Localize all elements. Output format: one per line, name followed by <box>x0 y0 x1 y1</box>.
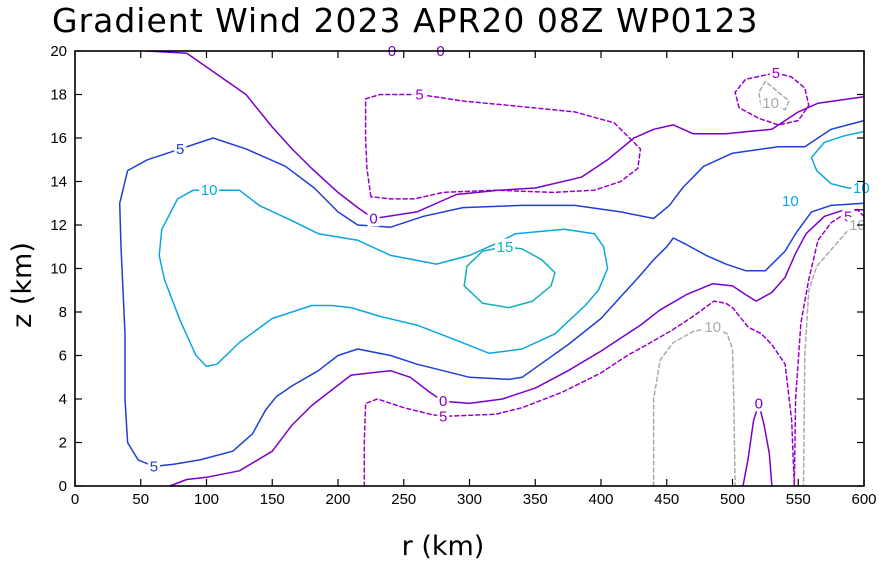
x-tick-label: 600 <box>851 491 876 508</box>
contour-label-level-0: 0 <box>369 210 377 227</box>
x-axis-label: r (km) <box>402 531 485 561</box>
contour-line-level-10-2 <box>810 130 865 189</box>
contour-line-level-5-5 <box>153 202 865 468</box>
contour-label-level--5: 5 <box>772 65 780 82</box>
x-tick-label: 0 <box>71 491 79 508</box>
y-tick-label: 20 <box>50 43 67 60</box>
contour-label-bg <box>147 458 160 475</box>
contour-label-bg <box>199 182 220 199</box>
contour-label-level--5: 5 <box>415 87 423 104</box>
x-tick-label: 400 <box>588 491 613 508</box>
y-axis-label: z (km) <box>7 242 38 328</box>
contour-label-bg <box>752 395 765 412</box>
contour-line-level-5-4 <box>179 119 865 228</box>
contour-label-bg <box>437 393 450 410</box>
y-tick-label: 14 <box>50 174 67 191</box>
x-tick-label: 450 <box>654 491 679 508</box>
contour-label-level-10: 10 <box>201 182 218 199</box>
x-tick-label: 500 <box>720 491 745 508</box>
contour-line-level--10-16 <box>758 80 790 111</box>
y-tick-label: 16 <box>50 130 67 147</box>
y-tick-label: 6 <box>59 348 67 365</box>
contour-line-level-15-0 <box>463 245 556 309</box>
contour-label-bg <box>413 86 426 103</box>
contour-label-bg <box>367 210 380 227</box>
y-tick-label: 18 <box>50 87 67 104</box>
x-tick-label: 300 <box>457 491 482 508</box>
x-tick-label: 50 <box>132 491 149 508</box>
y-tick-label: 4 <box>59 391 67 408</box>
x-tick-label: 200 <box>325 491 350 508</box>
x-tick-label: 250 <box>391 491 416 508</box>
contour-label-bg <box>174 140 187 157</box>
contour-label-level-10: 10 <box>782 193 799 210</box>
axis-tick-layer: 0 50 100 150 200 250 300 350 400 450 500 550 6000246… <box>50 43 876 508</box>
plot-frame <box>74 50 865 487</box>
contour-label-bg <box>780 193 801 210</box>
contour-label-level--5: 5 <box>844 208 852 225</box>
contour-label-level-10: 10 <box>853 180 870 197</box>
contour-line-level--10-17 <box>652 326 736 487</box>
contour-line-level--5-14 <box>363 300 796 487</box>
y-tick-label: 10 <box>50 261 67 278</box>
x-tick-label: 550 <box>786 491 811 508</box>
contour-label-level-15: 15 <box>497 239 514 256</box>
x-tick-label: 150 <box>260 491 285 508</box>
contour-label-level-0: 0 <box>755 395 763 412</box>
contour-label-bg <box>702 319 723 336</box>
contour-label-bg <box>437 408 450 425</box>
contour-label-bg <box>495 238 516 255</box>
contour-line-level-5-6 <box>118 148 181 468</box>
contour-label-level-5: 5 <box>176 141 184 158</box>
contour-line-level--10-18 <box>802 217 865 487</box>
contour-line-level-0-7 <box>146 50 865 220</box>
contour-label-layer: 15101010555000005555101010 <box>147 43 872 475</box>
contour-label-level--10: 10 <box>704 319 721 336</box>
contour-line-level-0-9 <box>742 402 773 487</box>
x-tick-label: 350 <box>523 491 548 508</box>
y-tick-label: 12 <box>50 217 67 234</box>
contour-label-level-0: 0 <box>439 393 447 410</box>
contour-line-level--5-13 <box>734 72 810 126</box>
contour-label-level-5: 5 <box>150 458 158 475</box>
contour-label-bg <box>760 95 781 112</box>
contour-label-level--10: 10 <box>762 95 779 112</box>
contour-line-level-10-1 <box>158 189 609 368</box>
contour-line-level-0-8 <box>168 209 865 487</box>
y-tick-label: 8 <box>59 304 67 321</box>
x-tick-label: 100 <box>194 491 219 508</box>
contour-label-bg <box>769 64 782 81</box>
contour-label-level--5: 5 <box>439 408 447 425</box>
chart-title: Gradient Wind 2023 APR20 08Z WP0123 <box>52 1 759 40</box>
y-tick-label: 2 <box>59 435 67 452</box>
contour-layer <box>118 50 865 487</box>
contour-label-bg <box>851 180 872 197</box>
y-tick-label: 0 <box>59 478 67 495</box>
contour-line-level--5-12 <box>364 93 642 200</box>
